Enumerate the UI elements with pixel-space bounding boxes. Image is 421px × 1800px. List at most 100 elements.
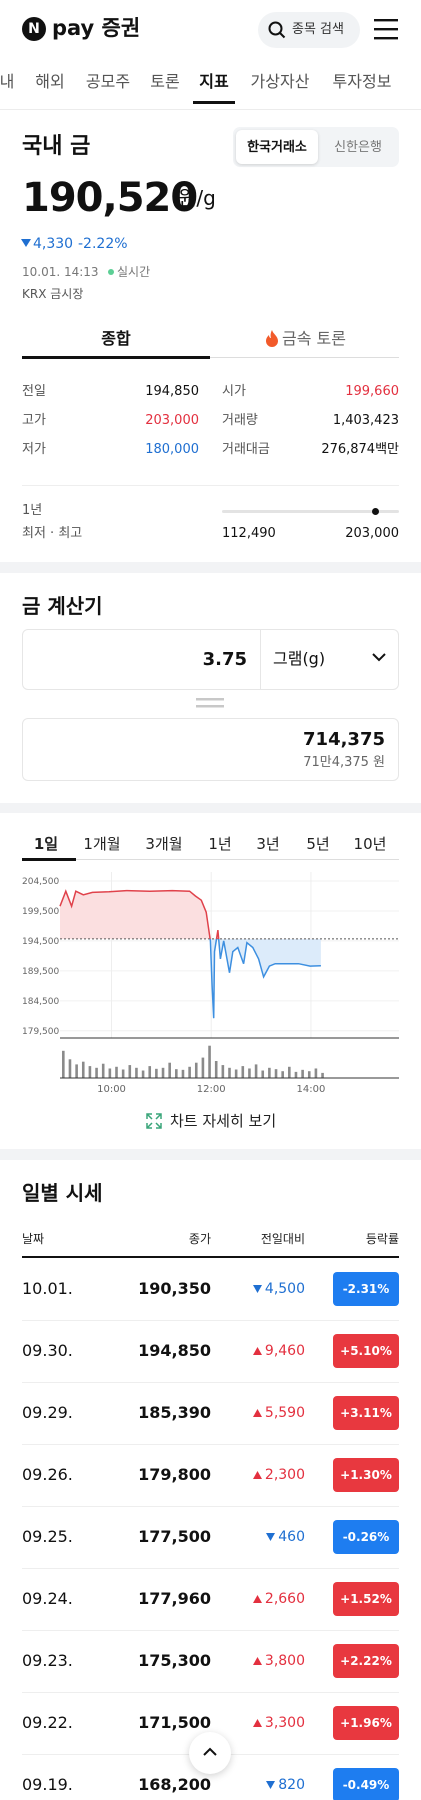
calc-result: 714,375 (303, 729, 385, 750)
row-date: 09.22. (22, 1713, 73, 1732)
range-track (222, 510, 399, 513)
calc-unit[interactable]: 그램(g) (273, 649, 326, 668)
row-rate: +1.52% (340, 1592, 392, 1606)
stat-value: 276,874백만 (321, 442, 399, 457)
down-arrow (21, 239, 31, 247)
table-header: 전일대비 (260, 1232, 305, 1246)
source-button[interactable]: 신한은행 (334, 140, 382, 155)
price-line (59, 889, 321, 1019)
rate-badge (333, 1768, 399, 1800)
calc-result-box (22, 718, 399, 781)
rate-badge (333, 1520, 399, 1554)
rate-badge (333, 1706, 399, 1740)
row-rate: -2.31% (342, 1282, 390, 1296)
nav-item[interactable]: 가상자산 (250, 72, 310, 91)
volume-bar (121, 1069, 125, 1078)
calc-input[interactable] (22, 629, 399, 690)
volume-bar (135, 1067, 138, 1078)
period-tab[interactable]: 3개월 (145, 835, 183, 853)
row-close: 177,960 (138, 1589, 211, 1608)
tab[interactable]: 종합 (101, 329, 131, 348)
period-tab[interactable]: 5년 (306, 835, 330, 853)
calc-title: 금 계산기 (22, 594, 103, 618)
y-tick-label: 204,500 (22, 877, 59, 887)
rate-badge (333, 1396, 399, 1430)
period-tab[interactable]: 10년 (353, 835, 387, 853)
logo[interactable]: N (22, 17, 46, 41)
quote-time: 10.01. 14:13 (22, 265, 99, 279)
y-tick-label: 189,500 (22, 967, 59, 977)
volume-bar (141, 1070, 145, 1078)
row-date: 09.29. (22, 1403, 73, 1422)
row-date: 09.30. (22, 1341, 73, 1360)
range-marker (371, 508, 379, 515)
row-change: 2,300 (264, 1467, 305, 1483)
row-rate: +3.11% (340, 1406, 392, 1420)
stat-label: 거래량 (222, 413, 258, 428)
row-date: 09.25. (22, 1527, 73, 1546)
row-divider (22, 1444, 399, 1445)
menu-icon[interactable] (374, 18, 398, 40)
row-rate: +1.96% (340, 1716, 392, 1730)
volume-bar (75, 1064, 78, 1078)
calc-amount[interactable]: 3.75 (202, 649, 247, 670)
row-change: 460 (278, 1529, 305, 1545)
rate-badge (333, 1582, 399, 1616)
brand[interactable]: pay 증권 (52, 16, 141, 40)
chevron-up[interactable] (203, 1747, 217, 1756)
volume-bar (108, 1068, 112, 1078)
section-separator (0, 562, 421, 573)
nav-item[interactable]: 토론 (150, 72, 180, 91)
volume-bar (88, 1066, 92, 1078)
price-unit: 원/g (178, 186, 216, 210)
row-rate: -0.49% (342, 1778, 390, 1792)
nav-item[interactable]: 내 (0, 72, 15, 91)
volume-bar (95, 1067, 98, 1078)
period-tab[interactable]: 3년 (256, 835, 280, 853)
stat-label: 시가 (222, 384, 246, 399)
row-close: 194,850 (138, 1341, 211, 1360)
period-tab[interactable]: 1년 (208, 835, 232, 853)
volume-bar (181, 1069, 185, 1078)
chevron-down[interactable] (372, 653, 386, 662)
row-change: 820 (278, 1777, 305, 1793)
row-close: 190,350 (138, 1279, 211, 1298)
tab-border (22, 357, 399, 358)
nav-border (0, 109, 421, 110)
nav-item[interactable]: 공모주 (85, 72, 131, 91)
volume-bar (268, 1067, 271, 1078)
source-button[interactable]: 한국거래소 (247, 140, 307, 155)
table-header: 등락률 (365, 1232, 399, 1246)
source-active (236, 130, 318, 164)
volume-bar (307, 1071, 311, 1078)
divider (22, 485, 399, 486)
range-low: 112,490 (222, 526, 276, 541)
search-box[interactable] (258, 12, 360, 48)
price: 190,520 (22, 175, 198, 221)
x-tick-label: 10:00 (97, 1084, 126, 1095)
y-tick-label: 184,500 (22, 997, 59, 1007)
nav-item[interactable]: 해외 (35, 72, 65, 91)
volume-bar (168, 1062, 171, 1078)
row-change: 9,460 (264, 1343, 305, 1359)
period-underline (22, 858, 76, 861)
tab[interactable]: 금속 토론 (282, 329, 346, 348)
change-arrow (252, 1471, 262, 1479)
row-rate: +2.22% (340, 1654, 392, 1668)
row-change: 2,660 (264, 1591, 305, 1607)
period-tab[interactable]: 1개월 (83, 835, 121, 853)
scroll-top-button[interactable] (189, 1732, 231, 1774)
chart-link[interactable]: 차트 자세히 보기 (170, 1112, 277, 1130)
section-separator (0, 1149, 421, 1160)
fire-icon (266, 330, 278, 347)
nav-item[interactable]: 투자정보 (332, 72, 392, 91)
x-tick-label: 14:00 (297, 1084, 326, 1095)
volume-bar (214, 1061, 218, 1078)
stat-label: 저가 (22, 442, 46, 457)
period-border (22, 859, 399, 860)
price-area (60, 890, 321, 1019)
search-text[interactable]: 종목 검색 (292, 22, 344, 37)
period-tab[interactable]: 1일 (33, 835, 59, 853)
nav-item[interactable]: 지표 (199, 72, 229, 91)
